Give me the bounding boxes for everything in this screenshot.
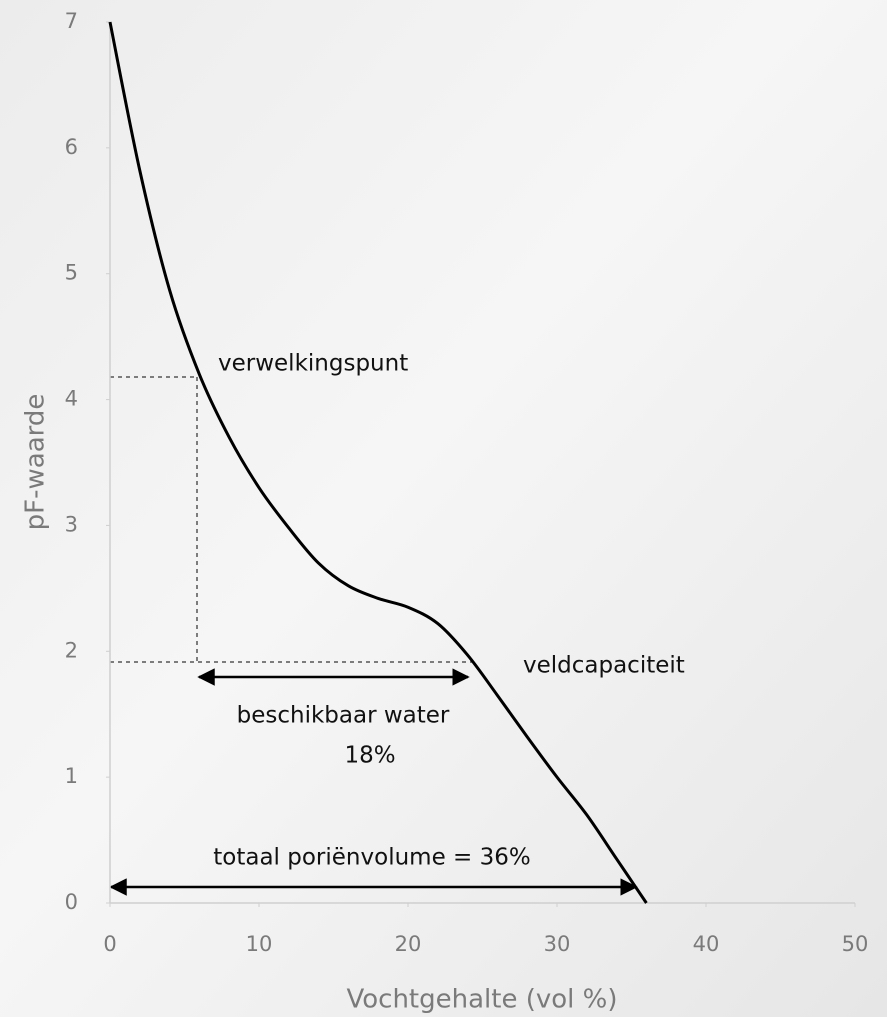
x-tick-label: 40 xyxy=(693,932,720,956)
x-tick-label: 50 xyxy=(842,932,869,956)
x-tick-label: 20 xyxy=(395,932,422,956)
guides xyxy=(110,376,475,663)
x-tick-label: 0 xyxy=(103,932,116,956)
annotation: 18% xyxy=(344,743,395,769)
y-tick-label: 7 xyxy=(65,9,78,33)
y-tick-label: 3 xyxy=(65,512,78,536)
y-tick-label: 6 xyxy=(65,135,78,159)
annotation: beschikbaar water xyxy=(237,703,450,729)
x-axis-label: Vochtgehalte (vol %) xyxy=(346,985,617,1015)
annotation: totaal poriënvolume = 36% xyxy=(213,845,530,871)
x-tick-label: 30 xyxy=(544,932,571,956)
annotation: verwelkingspunt xyxy=(218,351,408,377)
curve xyxy=(108,21,648,904)
y-tick-label: 5 xyxy=(65,261,78,285)
y-tick-label: 1 xyxy=(65,764,78,788)
y-tick-label: 0 xyxy=(65,890,78,914)
x-tick-label: 10 xyxy=(246,932,273,956)
y-axis-label: pF-waarde xyxy=(21,394,51,531)
y-tick-label: 2 xyxy=(65,638,78,662)
annotation: veldcapaciteit xyxy=(523,653,685,679)
y-tick-label: 4 xyxy=(65,387,78,411)
